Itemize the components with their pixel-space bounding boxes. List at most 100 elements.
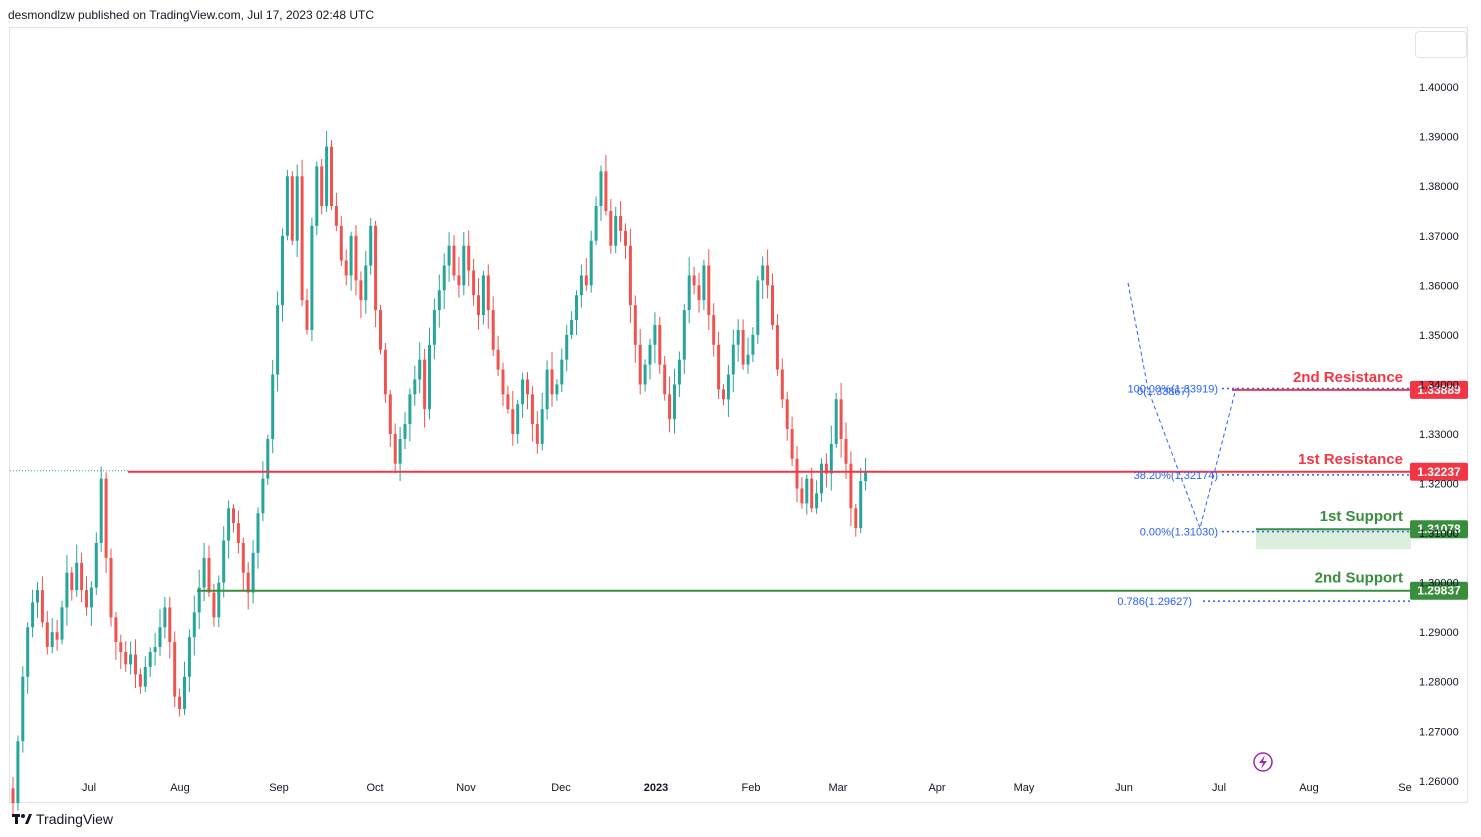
candle — [26, 622, 30, 694]
candle — [780, 358, 784, 408]
time-tick: 2023 — [644, 782, 668, 794]
price-badge — [1410, 462, 1468, 481]
candle — [227, 500, 231, 559]
candle — [383, 343, 387, 403]
fib-level[interactable]: 100.00%(1.33919) — [1127, 383, 1410, 395]
candles-layer — [11, 130, 868, 816]
candle — [36, 581, 39, 619]
candle — [369, 217, 373, 275]
candle — [241, 537, 245, 592]
candle — [359, 271, 363, 318]
candle — [183, 661, 186, 715]
candle — [354, 225, 358, 296]
candle — [682, 304, 686, 375]
fib-level[interactable]: 38.20%(1.32174) — [1134, 470, 1410, 482]
candle — [85, 576, 88, 616]
chart-settings-button[interactable] — [1415, 31, 1467, 58]
candle — [839, 382, 843, 458]
price-tick: 1.30000 — [1419, 578, 1459, 590]
candle — [668, 376, 672, 433]
time-tick: Oct — [366, 782, 383, 794]
time-tick: Mar — [829, 782, 848, 794]
fib-level[interactable]: 0.00%(1.31030) — [1140, 527, 1410, 539]
candle — [437, 274, 441, 328]
candle — [712, 303, 716, 357]
time-tick: Jul — [82, 782, 96, 794]
candle — [761, 256, 765, 299]
candle — [89, 581, 93, 627]
time-tick: May — [1014, 782, 1035, 794]
candle — [281, 228, 284, 322]
candle — [550, 352, 554, 407]
candle — [295, 164, 299, 258]
candle — [687, 257, 691, 324]
price-tick: 1.35000 — [1419, 330, 1459, 342]
svg-text:0.00%(1.31030): 0.00%(1.31030) — [1140, 527, 1218, 539]
price-tick: 1.36000 — [1419, 280, 1459, 292]
level-2nd-resistance[interactable]: 2nd Resistance 1.33889 — [1232, 369, 1468, 399]
candle — [452, 235, 456, 281]
footer-brand[interactable]: TradingView — [12, 811, 113, 827]
price-badge — [1410, 380, 1468, 399]
price-badge-text: 1.31078 — [1417, 522, 1461, 536]
candle — [795, 446, 799, 503]
time-tick: Apr — [928, 782, 945, 794]
level-1st-resistance[interactable]: 1st Resistance 1.32237 — [128, 451, 1468, 481]
level-label: 2nd Resistance — [1293, 369, 1403, 386]
support-zone — [1256, 529, 1411, 550]
footer-brand-text: TradingView — [36, 811, 114, 827]
candle — [619, 201, 623, 243]
candle — [663, 355, 667, 401]
candle — [722, 384, 725, 406]
candle — [236, 510, 240, 554]
level-2nd-support[interactable]: 2nd Support 1.29837 — [197, 570, 1468, 600]
candle — [325, 130, 329, 213]
level-label: 1st Resistance — [1298, 451, 1403, 468]
candle — [717, 331, 721, 400]
candle — [472, 259, 476, 306]
svg-text:38.20%(1.32174): 38.20%(1.32174) — [1134, 470, 1218, 482]
candle — [638, 328, 642, 395]
candle — [756, 275, 760, 345]
fib-level[interactable]: 0.786(1.29627) — [1117, 596, 1410, 608]
candle — [535, 411, 539, 454]
candle — [11, 777, 15, 816]
candle — [393, 423, 397, 474]
candle — [766, 249, 770, 299]
candle — [834, 392, 838, 448]
price-tick: 1.37000 — [1419, 231, 1459, 243]
lightning-icon[interactable] — [1253, 752, 1273, 772]
candle — [21, 666, 25, 753]
candle — [80, 552, 84, 603]
candle — [173, 631, 177, 708]
candle — [486, 264, 490, 329]
time-tick: Se — [1398, 782, 1411, 794]
candle — [530, 385, 534, 442]
candle — [315, 161, 319, 236]
time-tick: Jun — [1115, 782, 1133, 794]
candle — [496, 335, 500, 377]
candle — [187, 629, 191, 693]
price-tick: 1.29000 — [1419, 627, 1459, 639]
candle — [589, 230, 593, 293]
level-1st-support[interactable]: 1st Support 1.31078 — [1256, 508, 1468, 539]
candle — [731, 329, 735, 393]
candle — [300, 159, 304, 307]
candle — [158, 609, 162, 656]
fibonacci-layer: 100.00%(1.33919) 38.20%(1.32174) 0.00%(1.3… — [1117, 282, 1410, 608]
candle — [70, 566, 74, 601]
candle — [477, 278, 480, 330]
candle — [447, 232, 451, 282]
candle — [575, 290, 578, 335]
candle — [178, 688, 182, 717]
candle — [344, 249, 348, 286]
candle — [364, 250, 368, 314]
candle — [643, 359, 647, 392]
candle — [45, 610, 49, 655]
candle — [16, 735, 20, 811]
candle — [859, 467, 863, 534]
candle — [339, 215, 343, 267]
candle — [677, 351, 681, 398]
candle — [624, 223, 627, 259]
